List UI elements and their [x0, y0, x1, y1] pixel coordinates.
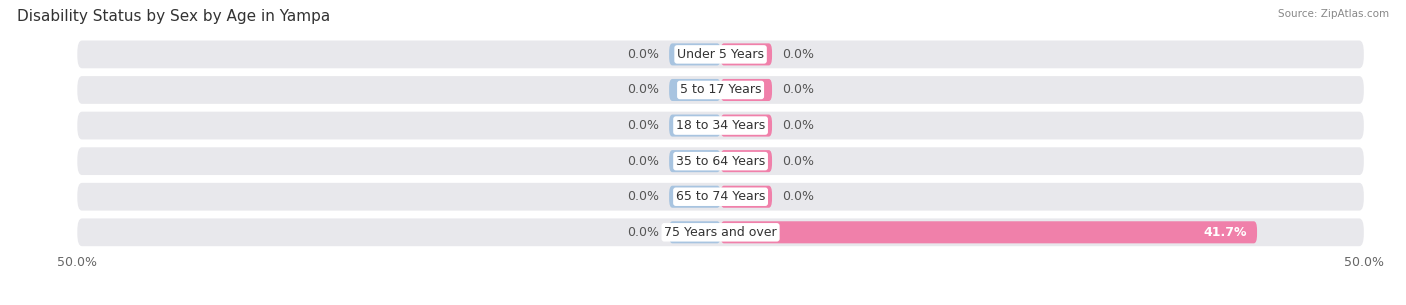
FancyBboxPatch shape: [669, 150, 721, 172]
Text: 35 to 64 Years: 35 to 64 Years: [676, 155, 765, 168]
Text: 0.0%: 0.0%: [782, 155, 814, 168]
Text: 0.0%: 0.0%: [627, 48, 659, 61]
Text: 0.0%: 0.0%: [627, 119, 659, 132]
FancyBboxPatch shape: [77, 183, 1364, 210]
FancyBboxPatch shape: [77, 112, 1364, 139]
Text: Source: ZipAtlas.com: Source: ZipAtlas.com: [1278, 9, 1389, 19]
Text: Disability Status by Sex by Age in Yampa: Disability Status by Sex by Age in Yampa: [17, 9, 330, 24]
FancyBboxPatch shape: [669, 186, 721, 208]
FancyBboxPatch shape: [77, 218, 1364, 246]
Text: 18 to 34 Years: 18 to 34 Years: [676, 119, 765, 132]
Text: 0.0%: 0.0%: [627, 155, 659, 168]
FancyBboxPatch shape: [721, 150, 772, 172]
FancyBboxPatch shape: [669, 43, 721, 66]
FancyBboxPatch shape: [669, 79, 721, 101]
Text: 0.0%: 0.0%: [782, 190, 814, 203]
FancyBboxPatch shape: [77, 76, 1364, 104]
Text: 0.0%: 0.0%: [782, 119, 814, 132]
FancyBboxPatch shape: [721, 221, 1257, 243]
FancyBboxPatch shape: [77, 147, 1364, 175]
Text: 75 Years and over: 75 Years and over: [664, 226, 778, 239]
FancyBboxPatch shape: [721, 186, 772, 208]
Text: Under 5 Years: Under 5 Years: [678, 48, 763, 61]
FancyBboxPatch shape: [721, 115, 772, 137]
FancyBboxPatch shape: [77, 41, 1364, 68]
FancyBboxPatch shape: [721, 43, 772, 66]
Text: 0.0%: 0.0%: [627, 190, 659, 203]
FancyBboxPatch shape: [669, 115, 721, 137]
Text: 65 to 74 Years: 65 to 74 Years: [676, 190, 765, 203]
Text: 0.0%: 0.0%: [782, 48, 814, 61]
Text: 0.0%: 0.0%: [627, 226, 659, 239]
Text: 41.7%: 41.7%: [1204, 226, 1247, 239]
Text: 5 to 17 Years: 5 to 17 Years: [681, 84, 761, 96]
FancyBboxPatch shape: [669, 221, 721, 243]
FancyBboxPatch shape: [721, 79, 772, 101]
Text: 0.0%: 0.0%: [782, 84, 814, 96]
Text: 0.0%: 0.0%: [627, 84, 659, 96]
